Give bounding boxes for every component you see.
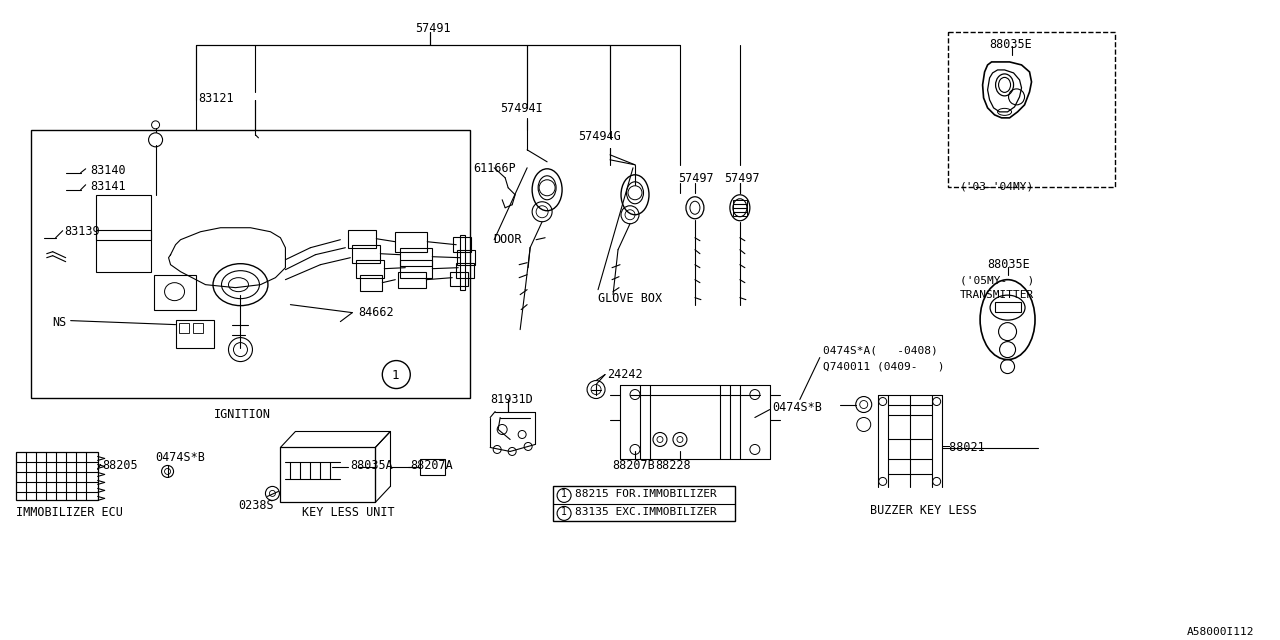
Text: 88207A: 88207A	[411, 460, 453, 472]
Text: 83140: 83140	[91, 164, 127, 177]
Text: IGNITION: IGNITION	[214, 408, 270, 420]
Text: 81931D: 81931D	[490, 392, 532, 406]
Text: 88035E: 88035E	[989, 38, 1033, 51]
Bar	[96, 230, 151, 271]
Bar	[401, 248, 433, 266]
Text: 83135 EXC.IMMOBILIZER: 83135 EXC.IMMOBILIZER	[575, 508, 717, 517]
Bar	[192, 323, 202, 333]
Text: 57497: 57497	[724, 172, 759, 185]
Text: 88228: 88228	[655, 460, 691, 472]
Text: 0238S: 0238S	[238, 499, 274, 513]
Text: NS: NS	[52, 316, 67, 328]
Text: 83141: 83141	[91, 180, 127, 193]
Text: 24242: 24242	[607, 367, 643, 381]
Bar	[398, 271, 426, 287]
Text: 88207B: 88207B	[612, 460, 655, 472]
Bar	[154, 275, 196, 310]
Text: 0474S*B: 0474S*B	[156, 451, 206, 465]
Text: 88035E: 88035E	[988, 258, 1030, 271]
Bar	[96, 195, 151, 240]
Bar	[31, 130, 470, 397]
Text: KEY LESS UNIT: KEY LESS UNIT	[302, 506, 396, 520]
Bar	[420, 460, 445, 476]
Bar	[995, 301, 1020, 312]
Text: 57497: 57497	[678, 172, 713, 185]
Bar	[178, 323, 188, 333]
Bar	[348, 230, 376, 248]
Text: BUZZER KEY LESS: BUZZER KEY LESS	[869, 504, 977, 517]
Bar	[401, 260, 433, 278]
Text: ─88021: ─88021	[942, 442, 984, 454]
Text: 83121: 83121	[198, 92, 234, 105]
Text: 0474S*A(   -0408): 0474S*A( -0408)	[823, 346, 937, 356]
Text: Q740011 (0409-   ): Q740011 (0409- )	[823, 362, 945, 372]
Text: ('05MY-   ): ('05MY- )	[960, 276, 1034, 285]
Bar	[361, 275, 383, 291]
Text: 88035A: 88035A	[351, 460, 393, 472]
Bar	[553, 486, 735, 522]
Text: 0474S*B: 0474S*B	[772, 401, 822, 413]
Text: 1: 1	[392, 369, 399, 381]
Text: 1: 1	[561, 508, 567, 517]
Bar	[453, 237, 471, 252]
Text: IMMOBILIZER ECU: IMMOBILIZER ECU	[15, 506, 123, 520]
Bar	[175, 319, 214, 348]
Bar	[451, 271, 468, 285]
Bar	[947, 32, 1115, 187]
Bar	[456, 262, 474, 278]
Bar	[396, 232, 428, 252]
Bar	[356, 260, 384, 278]
Text: DOOR: DOOR	[493, 233, 522, 246]
Text: 84662: 84662	[358, 306, 394, 319]
Text: 88215 FOR.IMMOBILIZER: 88215 FOR.IMMOBILIZER	[575, 490, 717, 499]
Text: A58000I112: A58000I112	[1187, 627, 1254, 637]
Text: GLOVE BOX: GLOVE BOX	[598, 292, 662, 305]
Text: 88205: 88205	[102, 460, 138, 472]
Text: 83139: 83139	[65, 225, 100, 237]
Text: 57494G: 57494G	[579, 130, 621, 143]
Bar	[15, 452, 97, 500]
Text: TRANSMITTER: TRANSMITTER	[960, 290, 1034, 300]
Text: 57491: 57491	[415, 22, 451, 35]
Text: 61166P: 61166P	[474, 162, 516, 175]
Text: 1: 1	[561, 490, 567, 499]
Bar	[733, 200, 746, 216]
Bar	[280, 447, 375, 502]
Bar	[457, 250, 475, 265]
Text: ('03-'04MY): ('03-'04MY)	[960, 182, 1034, 192]
Bar	[352, 244, 380, 262]
Text: 57494I: 57494I	[500, 102, 543, 115]
Bar	[461, 235, 465, 290]
